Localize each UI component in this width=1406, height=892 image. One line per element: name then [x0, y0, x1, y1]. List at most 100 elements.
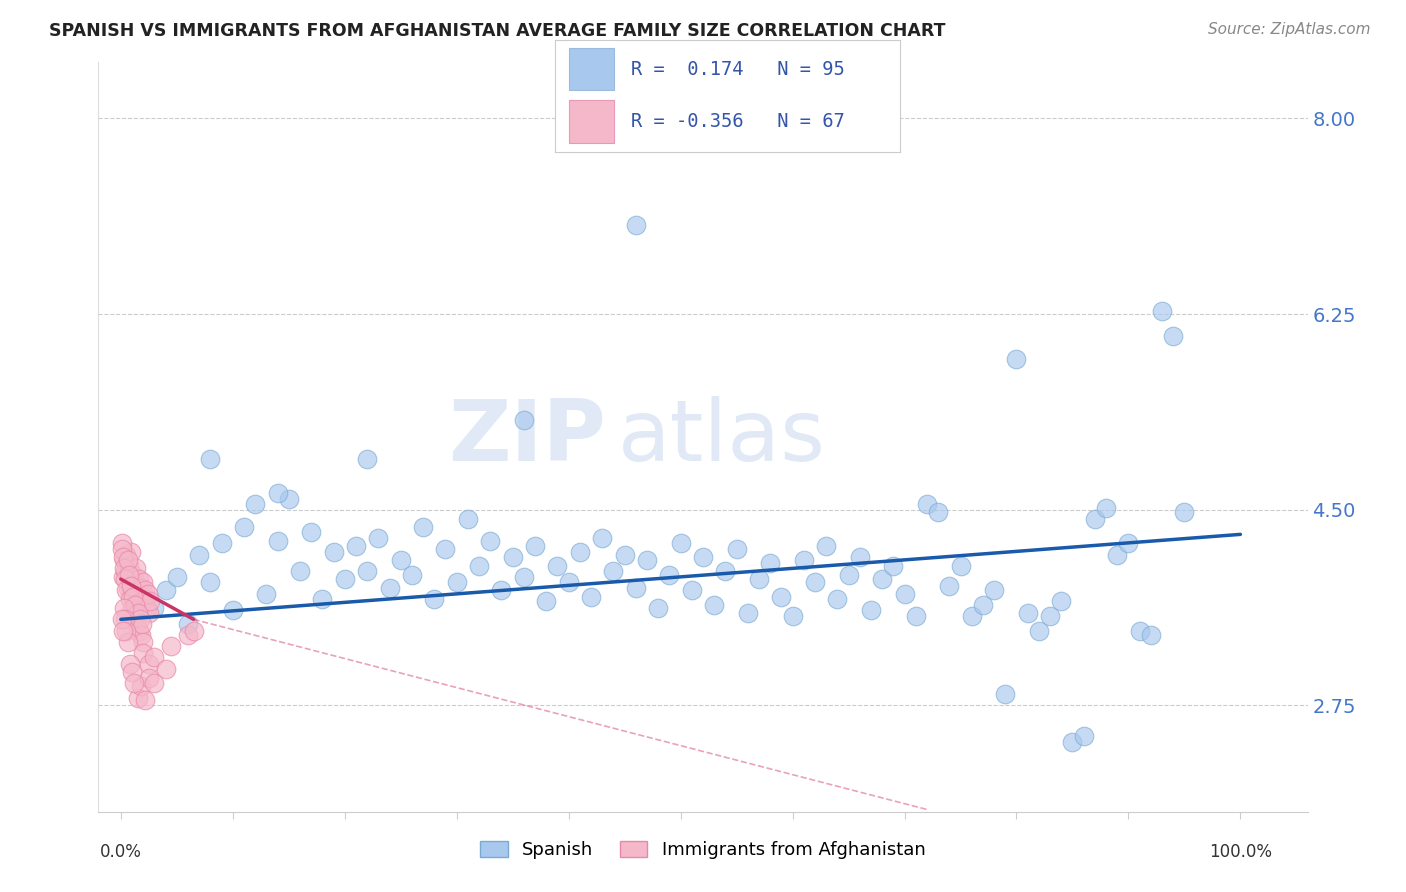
Point	[904, 609, 927, 624]
Point	[613, 548, 636, 562]
Point	[602, 564, 624, 578]
Point	[117, 581, 139, 595]
Point	[134, 693, 156, 707]
Point	[759, 557, 782, 571]
Point	[468, 558, 491, 573]
Point	[725, 541, 748, 556]
Text: R = -0.356   N = 67: R = -0.356 N = 67	[631, 112, 845, 131]
Point	[177, 628, 200, 642]
Point	[434, 541, 457, 556]
Point	[118, 657, 141, 672]
Point	[128, 598, 150, 612]
Point	[1173, 505, 1195, 519]
Point	[125, 616, 148, 631]
Point	[117, 634, 139, 648]
Point	[122, 609, 145, 624]
Point	[423, 592, 446, 607]
Point	[624, 581, 647, 595]
Point	[111, 612, 134, 626]
Point	[1005, 351, 1028, 366]
FancyBboxPatch shape	[569, 48, 614, 90]
Point	[134, 594, 156, 608]
Point	[166, 570, 188, 584]
Point	[122, 567, 145, 582]
Point	[401, 567, 423, 582]
Point	[692, 549, 714, 564]
Point	[804, 575, 827, 590]
Point	[658, 567, 681, 582]
Point	[446, 575, 468, 590]
Point	[311, 592, 333, 607]
Point	[647, 601, 669, 615]
Point	[546, 558, 568, 573]
Point	[122, 590, 145, 604]
Point	[211, 536, 233, 550]
Point	[972, 598, 994, 612]
Point	[915, 497, 938, 511]
Point	[200, 575, 222, 590]
Point	[949, 558, 972, 573]
Point	[983, 583, 1005, 598]
Point	[128, 624, 150, 638]
Point	[266, 486, 288, 500]
Point	[139, 594, 162, 608]
Point	[714, 564, 737, 578]
Point	[121, 609, 143, 624]
Point	[882, 558, 904, 573]
Point	[114, 612, 136, 626]
Point	[155, 583, 177, 598]
Point	[378, 581, 401, 595]
Point	[524, 539, 547, 553]
Point	[1028, 624, 1050, 638]
Point	[111, 536, 134, 550]
Point	[124, 598, 146, 612]
Point	[491, 583, 513, 598]
Point	[859, 603, 882, 617]
Point	[782, 609, 804, 624]
Point	[793, 553, 815, 567]
Point	[1118, 536, 1140, 550]
Text: 100.0%: 100.0%	[1209, 843, 1272, 861]
Point	[827, 592, 849, 607]
Point	[112, 601, 135, 615]
Point	[513, 413, 536, 427]
Point	[160, 639, 183, 653]
Point	[333, 572, 356, 586]
Point	[118, 592, 141, 607]
Point	[681, 583, 703, 598]
Point	[1129, 624, 1152, 638]
Point	[938, 579, 960, 593]
Point	[770, 590, 793, 604]
Point	[125, 561, 148, 575]
Point	[624, 218, 647, 232]
Point	[222, 603, 245, 617]
Point	[143, 601, 166, 615]
Point	[737, 606, 759, 620]
Point	[129, 680, 152, 694]
Text: ZIP: ZIP	[449, 395, 606, 479]
Point	[122, 592, 145, 607]
Point	[127, 606, 149, 620]
Point	[927, 505, 949, 519]
Point	[115, 583, 138, 598]
Text: SPANISH VS IMMIGRANTS FROM AFGHANISTAN AVERAGE FAMILY SIZE CORRELATION CHART: SPANISH VS IMMIGRANTS FROM AFGHANISTAN A…	[49, 22, 946, 40]
Text: atlas: atlas	[619, 395, 827, 479]
Point	[143, 650, 166, 665]
Point	[815, 539, 838, 553]
Point	[118, 558, 141, 573]
Point	[1050, 594, 1073, 608]
Point	[356, 452, 378, 467]
Point	[1095, 500, 1118, 515]
Point	[112, 624, 135, 638]
Point	[1017, 606, 1039, 620]
Point	[568, 545, 591, 559]
Point	[266, 534, 288, 549]
Point	[124, 575, 146, 590]
Point	[870, 572, 893, 586]
Point	[111, 541, 134, 556]
Point	[132, 634, 155, 648]
Point	[155, 662, 177, 676]
Point	[112, 549, 135, 564]
Point	[1039, 609, 1062, 624]
Point	[135, 601, 157, 615]
